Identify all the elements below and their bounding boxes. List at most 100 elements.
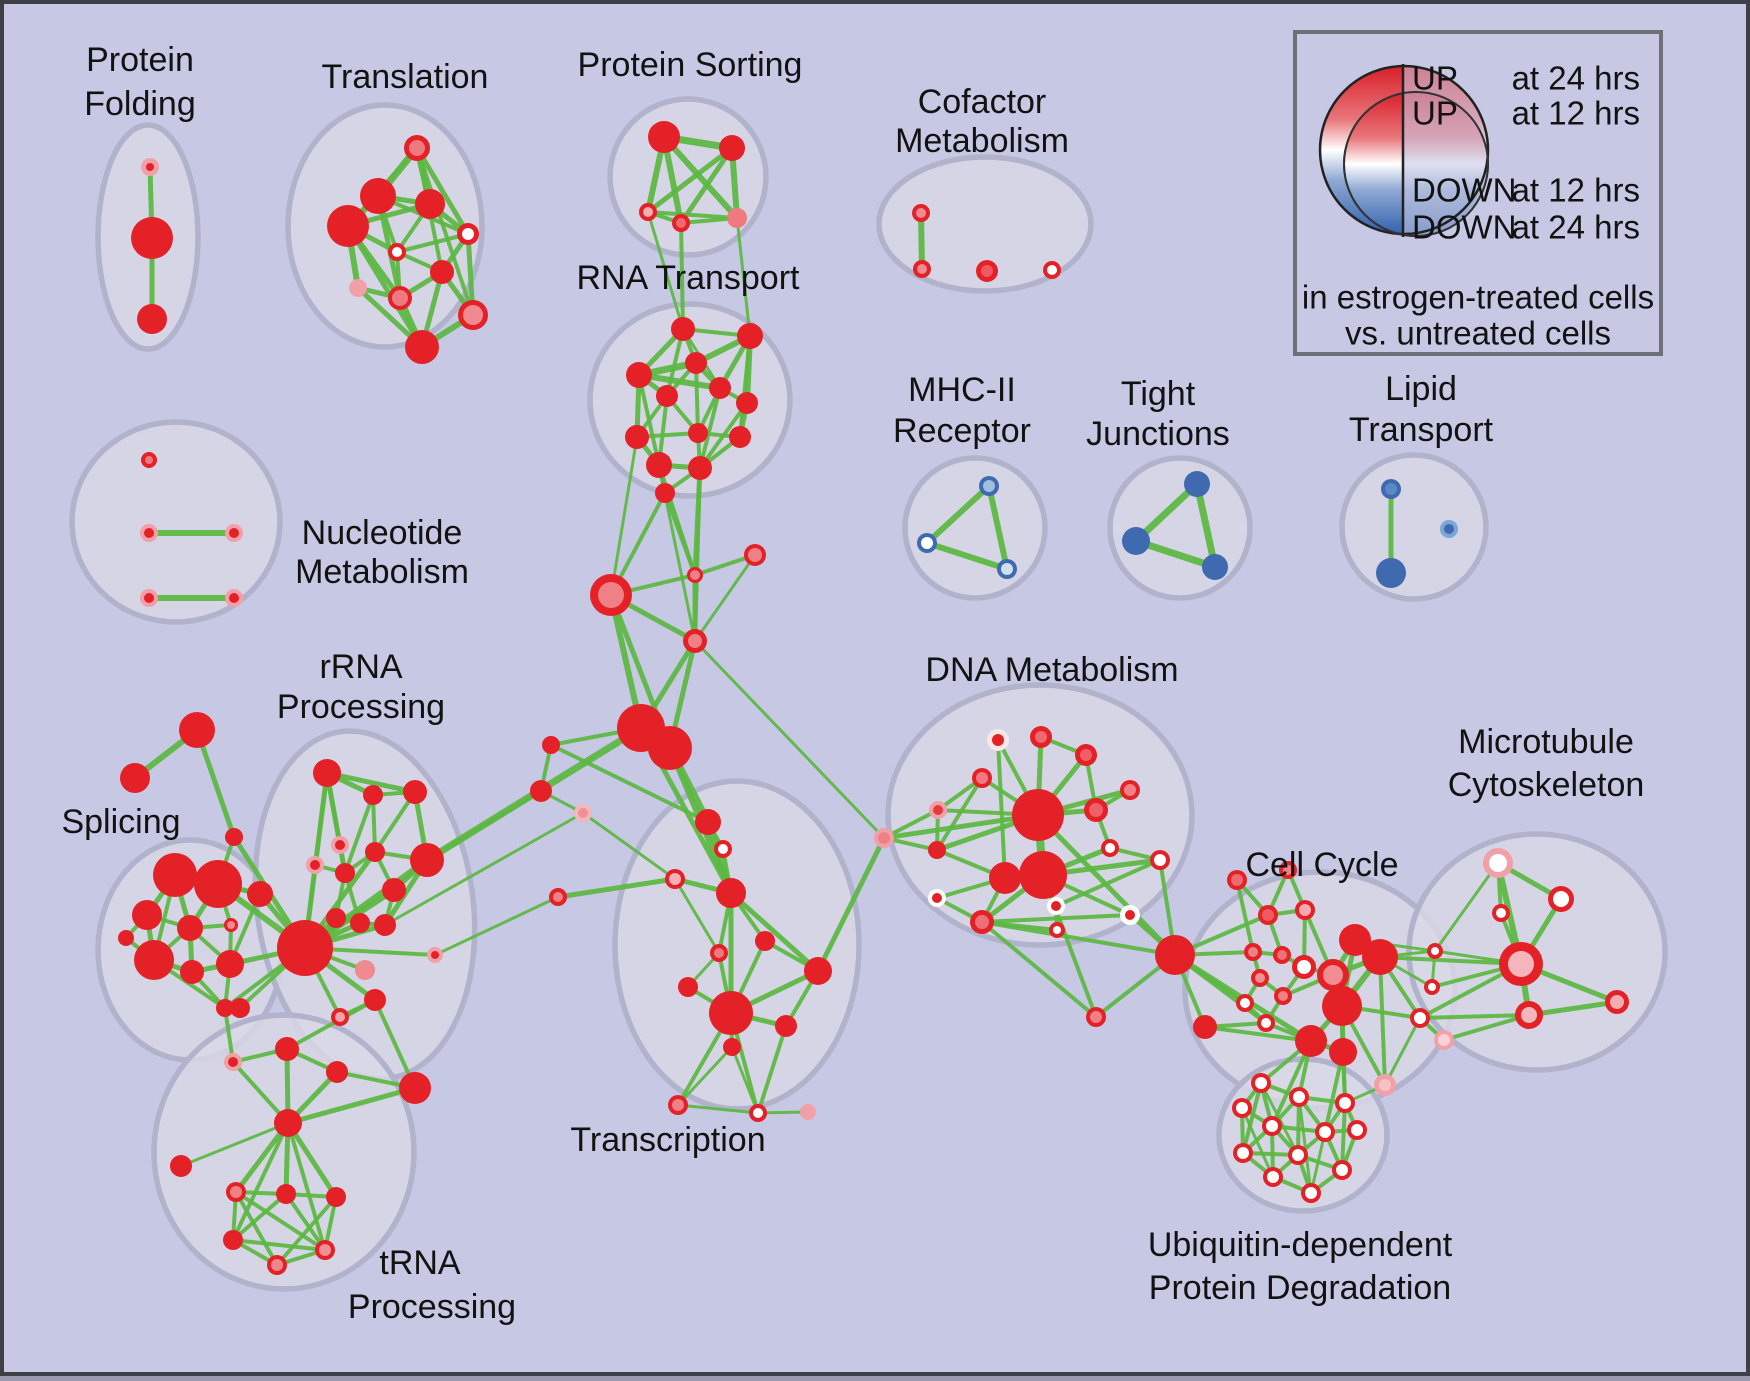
network-node-cc10: [1317, 959, 1349, 991]
network-node-lt2: [1376, 558, 1406, 588]
network-edge: [646, 210, 685, 331]
network-node-rr16: [331, 1008, 349, 1026]
network-node-cl1: [542, 736, 560, 754]
network-node-ps4: [672, 214, 690, 232]
network-node-d4: [972, 768, 992, 788]
network-node-s6: [134, 940, 174, 980]
cluster-label-ubiquitin-degradation-line2: Protein Degradation: [1149, 1269, 1451, 1307]
network-edge: [645, 145, 735, 215]
network-node-m7: [1427, 943, 1443, 959]
network-edge: [373, 998, 417, 1090]
cluster-label-tight-junctions-line2: Junctions: [1086, 415, 1230, 453]
network-node-m1: [1483, 848, 1513, 878]
cluster-ellipse-trna-processing: [151, 1012, 417, 1292]
network-node-x2: [120, 763, 150, 793]
network-node-rr15: [364, 989, 386, 1011]
network-node-rr8: [410, 843, 444, 877]
cluster-ellipse-protein-sorting: [607, 96, 769, 258]
network-edge: [234, 1190, 279, 1267]
network-node-c2: [744, 544, 766, 566]
cluster-label-protein-folding-line1: Protein: [86, 41, 194, 79]
cluster-label-microtubule-cytoskeleton-line1: Microtubule: [1458, 723, 1634, 761]
network-node-rr3: [403, 780, 427, 804]
network-edge: [395, 232, 470, 254]
network-node-cc12: [1362, 939, 1398, 975]
network-edge: [233, 1120, 291, 1195]
network-node-tc1: [695, 809, 721, 835]
network-edge: [646, 210, 739, 220]
network-edge: [924, 483, 992, 546]
network-node-tj2: [1122, 527, 1150, 555]
network-node-cl2: [530, 780, 552, 802]
network-node-s2: [194, 860, 242, 908]
network-node-tc7: [804, 957, 832, 985]
cluster-label-ubiquitin-degradation-line1: Ubiquitin-dependent: [1148, 1226, 1453, 1264]
network-node-s10: [216, 999, 234, 1017]
network-node-t5: [457, 223, 479, 245]
network-node-m5: [1515, 1001, 1543, 1029]
network-node-x3: [225, 828, 243, 846]
network-edge: [223, 1006, 235, 1064]
network-node-s5: [224, 918, 238, 932]
cluster-label-trna-processing-line2: Processing: [348, 1288, 516, 1326]
network-node-tr7: [226, 1182, 246, 1202]
network-node-tr5: [274, 1109, 302, 1137]
network-node-cc4: [1273, 946, 1291, 964]
network-node-m6: [1605, 990, 1629, 1014]
network-node-u8: [1233, 1143, 1253, 1163]
network-node-s8: [216, 950, 244, 978]
network-node-d14: [970, 910, 994, 934]
cluster-label-protein-sorting-line1: Protein Sorting: [578, 46, 803, 84]
network-node-d13: [928, 889, 946, 907]
network-node-d20: [1120, 905, 1140, 925]
network-edge: [1240, 1106, 1275, 1179]
network-edge: [693, 553, 757, 643]
network-edge: [676, 1103, 760, 1115]
cluster-labels: Protein Folding Translation Protein Sorting…: [61, 41, 1644, 1326]
network-edge: [275, 1195, 338, 1267]
network-edge: [383, 811, 585, 927]
network-node-rr9: [382, 878, 406, 902]
network-node-u1: [1251, 1073, 1271, 1093]
network-node-cc6: [1251, 969, 1269, 987]
network-edge: [286, 1121, 327, 1252]
network-node-cc13: [1322, 986, 1362, 1026]
cluster-label-nucleotide-metabolism-line1: Nucleotide: [302, 514, 463, 552]
network-node-d19: [1150, 850, 1170, 870]
network-node-mh2: [917, 533, 937, 553]
network-node-rr18: [399, 1072, 431, 1104]
network-node-u12: [1301, 1183, 1321, 1203]
network-edge: [1442, 1013, 1531, 1042]
network-node-u10: [1332, 1160, 1352, 1180]
network-node-cc17: [1227, 870, 1247, 890]
network-node-u9: [1288, 1145, 1308, 1165]
network-edge: [1235, 878, 1255, 954]
network-edge: [343, 793, 375, 875]
cluster-label-rrna-processing-line1: rRNA: [319, 648, 402, 686]
network-node-d5: [929, 801, 947, 819]
network-node-s7: [180, 960, 204, 984]
network-node-rr10: [326, 908, 346, 928]
network-node-d11: [1084, 798, 1108, 822]
network-node-tc10: [775, 1015, 797, 1037]
cluster-ellipse-lipid-transport: [1339, 452, 1489, 602]
network-edge: [924, 540, 1010, 572]
network-node-lt3: [1440, 520, 1458, 538]
network-edge: [996, 738, 1007, 880]
network-node-r11: [646, 452, 672, 478]
network-node-t3: [415, 189, 445, 219]
network-node-s9: [247, 881, 273, 907]
network-node-cc2: [1295, 900, 1315, 920]
network-edge: [676, 1045, 734, 1107]
network-node-m4: [1499, 942, 1543, 986]
network-edge: [1433, 861, 1500, 953]
network-node-tc3: [665, 869, 685, 889]
network-node-s4: [177, 915, 203, 941]
network-node-u11: [1263, 1167, 1283, 1187]
network-node-b2: [574, 804, 592, 822]
network-edge: [581, 811, 677, 881]
network-node-tc9: [709, 991, 753, 1035]
network-node-tc6: [710, 944, 728, 962]
network-edge: [555, 876, 678, 900]
